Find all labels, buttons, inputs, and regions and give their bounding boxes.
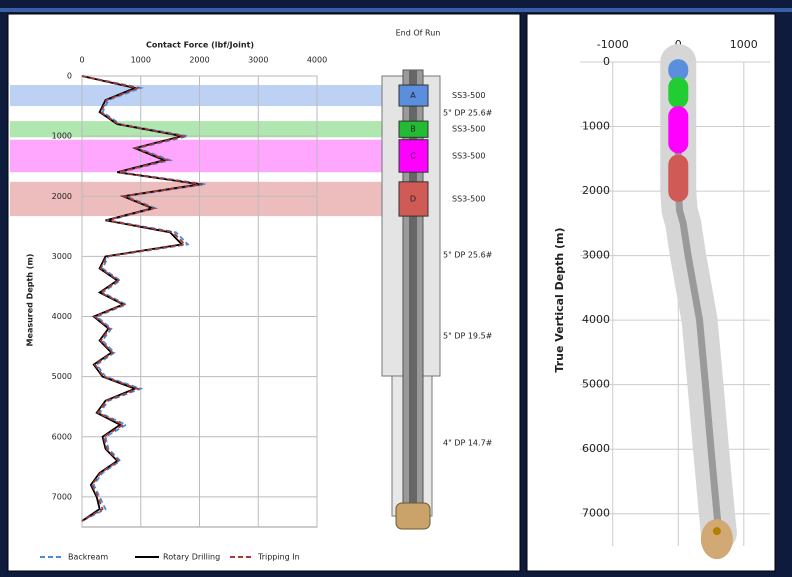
bit <box>700 519 733 560</box>
stabilizer-band <box>10 121 440 138</box>
y-tick-label: 6000 <box>52 432 72 441</box>
stabilizer-label: C <box>410 151 416 160</box>
x-tick-label: -1000 <box>597 38 629 51</box>
stabilizer-name: SS3-500 <box>452 194 485 203</box>
stabilizer-name: SS3-500 <box>452 91 485 100</box>
series-line <box>81 75 203 522</box>
right-chart: -1000 0 100001000200030004000500060007000T… <box>553 38 770 560</box>
y-tick-label: 6000 <box>582 442 610 455</box>
y-axis-label: Measured Depth (m) <box>26 254 35 347</box>
y-tick-label: 5000 <box>582 378 610 391</box>
pipe-label: 5" DP 25.6# <box>443 109 493 118</box>
stabilizer <box>398 139 429 173</box>
stabilizer <box>398 120 429 138</box>
y-tick-label: 7000 <box>52 492 72 501</box>
y-tick-label: 7000 <box>582 507 610 520</box>
stabilizer <box>398 84 429 107</box>
pipe-label: 4" DP 14.7# <box>443 439 493 448</box>
stabilizer-label: B <box>410 125 416 134</box>
pipe-label: 5" DP 25.6# <box>443 251 493 260</box>
bit <box>395 502 431 530</box>
y-tick-label: 0 <box>603 55 610 68</box>
legend-label: Tripping In <box>257 553 300 562</box>
x-tick-label: 1000 <box>131 56 151 65</box>
stabilizer-name: SS3-500 <box>452 125 485 134</box>
y-tick-label: 2000 <box>52 192 72 201</box>
legend-label: Backream <box>68 553 108 562</box>
stabilizer-band <box>10 181 440 217</box>
bit-center <box>712 527 721 536</box>
x-tick-label: 1000 <box>730 38 758 51</box>
stabilizer <box>398 181 429 217</box>
y-tick-label: 4000 <box>52 312 72 321</box>
top-stripe <box>0 8 792 12</box>
chart-title: Contact Force (lbf/Joint) <box>146 41 254 50</box>
y-tick-label: 3000 <box>52 252 72 261</box>
stabilizer-label: D <box>410 194 416 203</box>
drill-string: End Of Run A SS3-500 B SS3-500 C SS3-500 D SS3-5… <box>381 29 493 530</box>
stabilizer-name: SS3-500 <box>452 151 485 160</box>
y-tick-label: 3000 <box>582 249 610 262</box>
legend-label: Rotary Drilling <box>163 553 220 562</box>
y-axis-label: True Vertical Depth (m) <box>553 227 566 372</box>
stabilizer-label: A <box>410 91 416 100</box>
x-tick-label: 4000 <box>307 56 327 65</box>
y-tick-label: 1000 <box>52 132 72 141</box>
x-tick-label: 2000 <box>189 56 209 65</box>
left-chart: 0 1000 2000 3000 4000 0 1000 2000 3000 4000 5000 60… <box>26 41 328 562</box>
right-panel <box>526 13 776 572</box>
y-tick-label: 5000 <box>52 372 72 381</box>
string-title: End Of Run <box>396 29 441 38</box>
pipe-label: 5" DP 19.5# <box>443 332 493 341</box>
pipe-core <box>409 70 417 510</box>
stabilizer-band <box>10 85 440 107</box>
y-tick-label: 0 <box>67 72 72 81</box>
y-tick-label: 2000 <box>582 184 610 197</box>
y-tick-label: 1000 <box>582 120 610 133</box>
x-tick-label: 3000 <box>248 56 268 65</box>
y-tick-label: 4000 <box>582 313 610 326</box>
stabilizer-band <box>10 139 440 173</box>
x-tick-label: 0 <box>79 56 84 65</box>
